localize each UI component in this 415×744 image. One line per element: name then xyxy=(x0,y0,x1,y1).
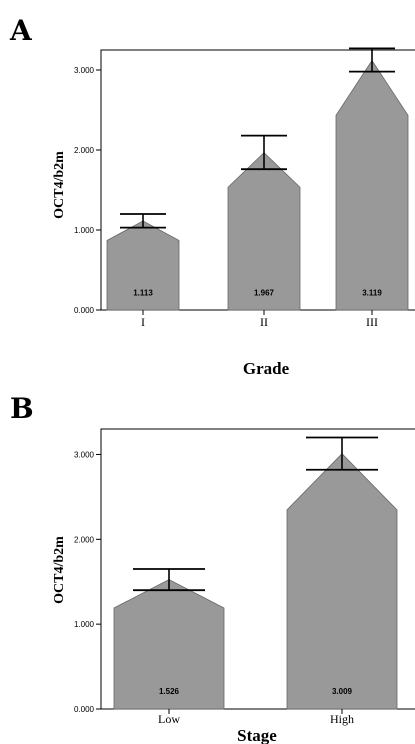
panel-a-xlabel: Grade xyxy=(243,359,290,378)
panel-a-bar xyxy=(335,59,409,311)
panel-a-ytick-label: 2.000 xyxy=(74,146,95,155)
panel-a-value-label: 1.967 xyxy=(254,289,275,298)
panel-a-xtick-label: III xyxy=(366,315,378,329)
panel-a-value-label: 3.119 xyxy=(362,289,382,298)
panel-b-ytick-label: 3.000 xyxy=(74,450,95,459)
panel-b-xlabel: Stage xyxy=(237,726,277,744)
panel-a-ylabel: OCT4/b2m xyxy=(52,151,67,219)
panel-b-xtick-label: Low xyxy=(158,712,180,726)
panel-b-ytick-label: 1.000 xyxy=(74,620,95,629)
panel-b-value-label: 3.009 xyxy=(332,687,353,696)
panel-a-xtick-label: II xyxy=(260,315,268,329)
panel-a-marks: 0.000 1.000 2.000 3.000 1.113 I 1.967 II 3.119 II… xyxy=(74,47,409,329)
panel-a-ytick-label: 1.000 xyxy=(74,226,95,235)
panel-a-bar xyxy=(227,152,301,311)
panel-a-ytick-label: 0.000 xyxy=(74,306,95,315)
panel-b-ytick-label: 0.000 xyxy=(74,705,95,714)
panel-b-ylabel: OCT4/b2m xyxy=(52,536,67,604)
panel-b-bar xyxy=(286,453,398,710)
panel-a-ytick-label: 3.000 xyxy=(74,66,95,75)
panel-b-ytick-label: 2.000 xyxy=(74,535,95,544)
panel-b-xtick-label: High xyxy=(330,712,354,726)
panel-a: A OCT4/b2m Grade 0.000 1.000 2.000 3.000 1.1… xyxy=(9,14,415,378)
panel-b-marks: 0.000 1.000 2.000 3.000 1.526 Low 3.009 High xyxy=(74,436,398,726)
panel-a-bar xyxy=(106,220,180,311)
panel-b-letter: B xyxy=(10,392,34,425)
panel-b: B OCT4/b2m Stage 0.000 1.000 2.000 3.000 1.5… xyxy=(10,392,415,744)
panel-b-frame xyxy=(100,428,415,710)
panel-a-xtick-label: I xyxy=(141,315,145,329)
panel-b-value-label: 1.526 xyxy=(159,687,180,696)
panel-a-letter: A xyxy=(9,14,33,47)
panel-a-value-label: 1.113 xyxy=(133,289,153,298)
panel-b-bar xyxy=(113,579,225,710)
